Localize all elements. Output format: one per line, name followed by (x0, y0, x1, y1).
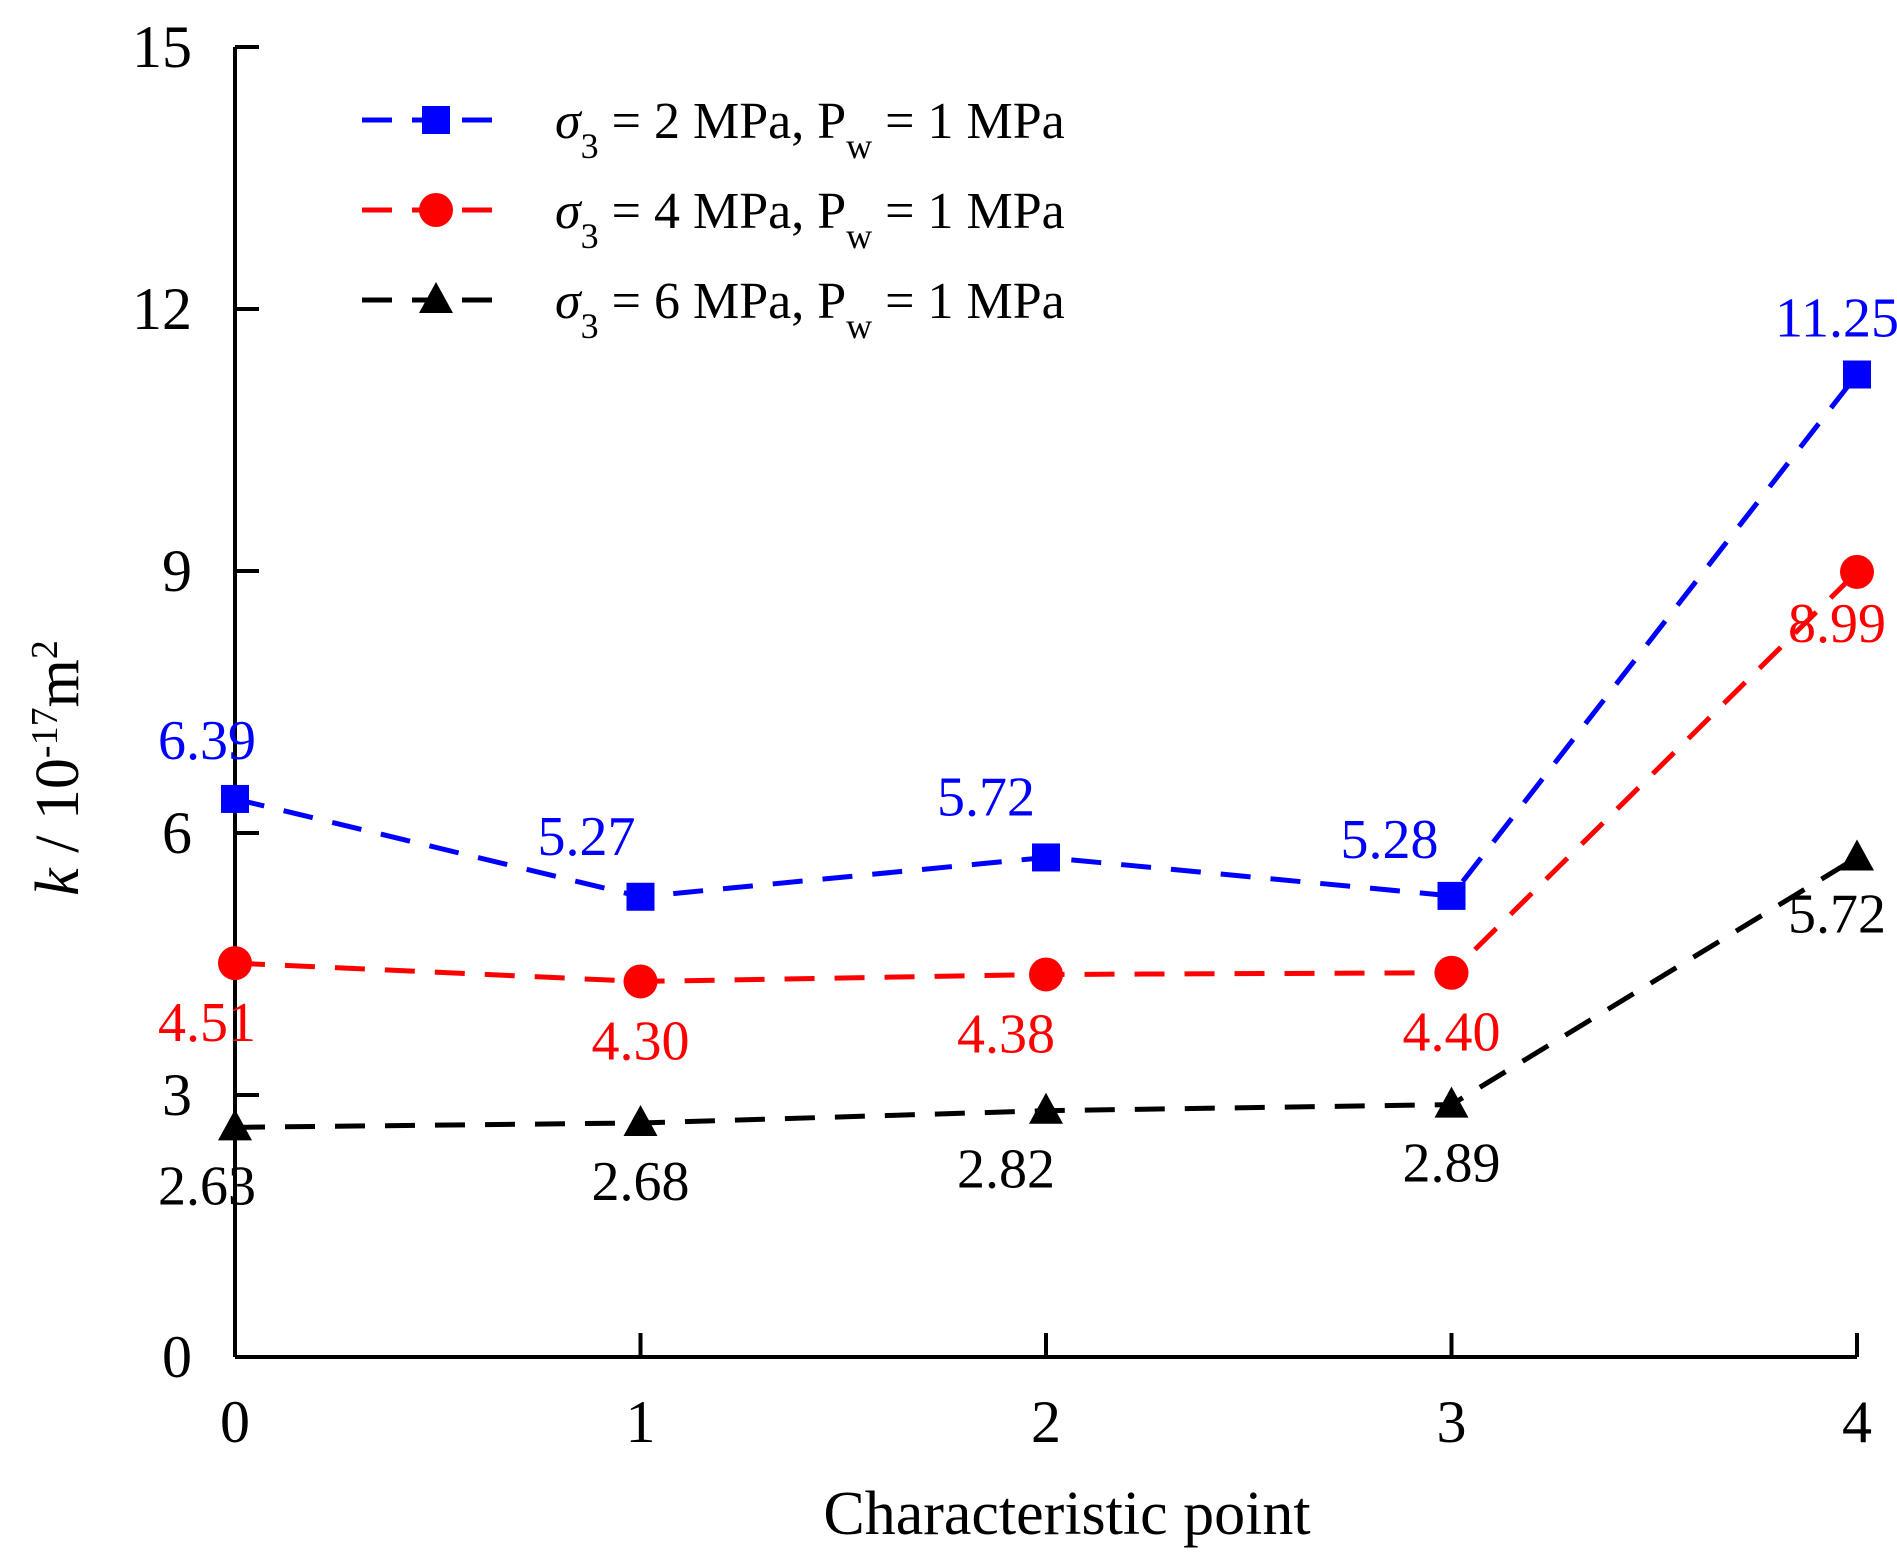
legend-text-part: σ (555, 183, 583, 240)
legend-label: σ3 = 4 MPa, Pw = 1 MPa (555, 183, 1065, 256)
data-point (623, 964, 658, 999)
data-point (626, 882, 655, 911)
y-axis-title: k / 10-17m2 (24, 640, 92, 896)
data-point (1840, 554, 1874, 589)
data-label: 5.72 (1788, 883, 1886, 945)
legend-label: σ3 = 6 MPa, Pw = 1 MPa (555, 273, 1065, 346)
y-axis-exponent: -17 (24, 707, 66, 758)
data-label: 2.82 (957, 1139, 1055, 1201)
series-line (234, 570, 1859, 984)
series-1 (221, 360, 1871, 911)
series-line (234, 855, 1859, 1130)
data-label: 2.89 (1403, 1133, 1501, 1195)
y-axis-unit: m (24, 659, 92, 707)
legend-text-part: = 1 MPa (872, 273, 1065, 330)
data-point (1840, 839, 1874, 871)
legend-marker (419, 282, 453, 313)
legend-text-part: 3 (581, 126, 599, 166)
data-point (218, 1109, 252, 1141)
series-line (234, 372, 1859, 900)
legend-text-part: 3 (581, 306, 599, 346)
y-tick-label: 3 (162, 1062, 192, 1128)
legend-text-part: = 1 MPa (872, 93, 1065, 150)
data-point (1843, 360, 1871, 389)
legend-text-part: 3 (581, 216, 599, 256)
data-label: 2.68 (592, 1151, 690, 1213)
data-label: 5.28 (1341, 809, 1439, 871)
legend-text-part: = 1 MPa (872, 183, 1065, 240)
legend-marker (422, 106, 450, 134)
legend-label: σ3 = 2 MPa, Pw = 1 MPa (555, 93, 1065, 166)
data-label: 4.40 (1403, 1002, 1501, 1064)
series-3 (218, 839, 1874, 1141)
legend-item: σ3 = 4 MPa, Pw = 1 MPa (362, 183, 1065, 256)
data-label: 4.51 (158, 992, 256, 1054)
legend-text-part: w (846, 306, 872, 346)
x-tick-label: 0 (220, 1389, 250, 1455)
data-labels: 6.39 5.27 5.72 5.28 11.25 4.51 4.30 4.38 4.40 8.9… (158, 288, 1897, 1218)
y-tick-label: 9 (162, 538, 192, 604)
y-tick-label: 12 (132, 276, 192, 342)
series-2 (218, 554, 1874, 999)
legend-item: σ3 = 2 MPa, Pw = 1 MPa (362, 93, 1065, 166)
x-tick-label: 3 (1437, 1389, 1467, 1455)
data-label: 8.99 (1788, 593, 1886, 655)
x-tick-label: 1 (626, 1389, 656, 1455)
x-tick-label: 4 (1842, 1389, 1872, 1455)
data-point (1437, 881, 1466, 910)
data-point (1434, 1086, 1469, 1118)
series-layer (218, 360, 1874, 1141)
data-label: 6.39 (158, 710, 256, 772)
data-label: 4.30 (592, 1010, 690, 1072)
x-tick-label: 2 (1031, 1389, 1061, 1455)
y-axis-symbol: k (24, 867, 92, 896)
y-tick-label: 0 (162, 1324, 192, 1390)
legend-text-part: σ (555, 93, 583, 150)
data-point (623, 1104, 658, 1136)
data-label: 11.25 (1775, 288, 1897, 350)
legend-text-part: = 4 MPa, P (599, 183, 846, 240)
data-point (1029, 957, 1063, 992)
data-point (1434, 955, 1469, 990)
data-point (1032, 843, 1060, 872)
data-point (221, 784, 249, 813)
data-label: 4.38 (957, 1003, 1055, 1065)
legend-marker (419, 193, 453, 227)
y-tick-label: 15 (132, 14, 192, 80)
legend-text-part: w (846, 216, 872, 256)
legend-text-part: σ (555, 273, 583, 330)
y-axis-unit-exponent: 2 (24, 640, 66, 659)
x-axis-title: Characteristic point (823, 1480, 1310, 1548)
y-tick-label: 6 (162, 800, 192, 866)
data-point (1029, 1092, 1063, 1124)
y-axis-unit-prefix: / 10 (24, 758, 92, 868)
legend-text-part: = 6 MPa, P (599, 273, 846, 330)
legend-text-part: w (846, 126, 872, 166)
legend-item: σ3 = 6 MPa, Pw = 1 MPa (362, 273, 1065, 346)
data-label: 2.63 (158, 1155, 256, 1217)
data-label: 5.27 (538, 806, 636, 868)
data-label: 5.72 (937, 766, 1035, 828)
legend-text-part: = 2 MPa, P (599, 93, 846, 150)
data-point (218, 946, 252, 981)
